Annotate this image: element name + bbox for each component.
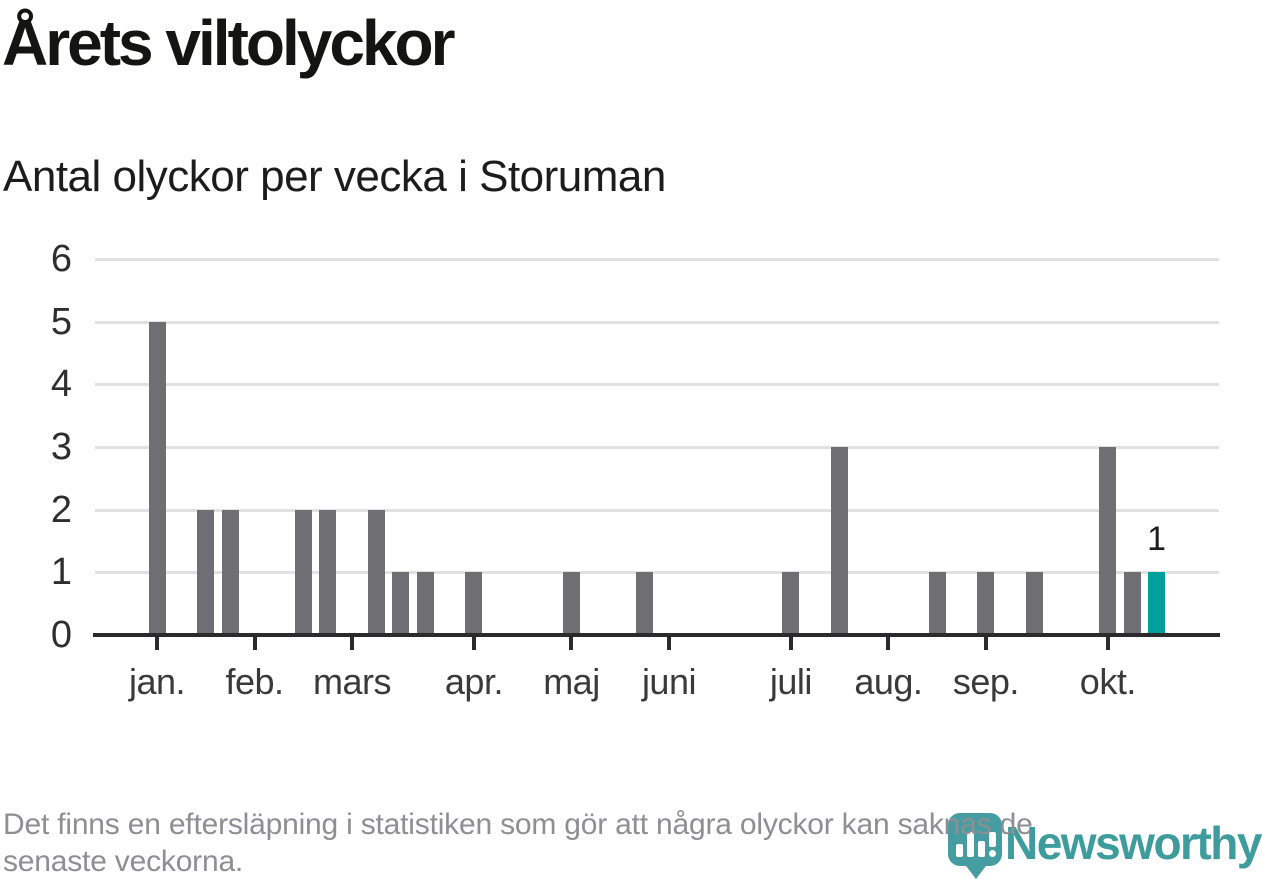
- newsworthy-barchart-badge-icon: [948, 813, 1002, 866]
- bar-week-27: [782, 572, 800, 635]
- gridline-2: [95, 508, 1219, 512]
- month-tick-aug: [886, 637, 891, 650]
- x-axis-line: [93, 633, 1220, 637]
- month-label-sep: sep.: [952, 661, 1020, 702]
- bar-week-10: [367, 509, 385, 635]
- month-tick-juli: [788, 637, 793, 650]
- gridline-5: [95, 320, 1219, 324]
- bar-week-4: [221, 509, 239, 635]
- month-label-maj: maj: [543, 661, 600, 702]
- gridline-4: [95, 383, 1219, 387]
- y-axis-label-3: 3: [50, 426, 72, 468]
- bar-week-12: [416, 572, 434, 635]
- bar-week-14: [465, 572, 483, 635]
- current-week-value-label: 1: [1147, 520, 1167, 558]
- bar-week-1: [148, 321, 166, 635]
- month-tick-feb: [252, 637, 257, 650]
- month-label-mars: mars: [313, 661, 392, 702]
- gridline-6: [95, 258, 1219, 261]
- chart-subtitle: Antal olyckor per vecka i Storuman: [3, 152, 666, 201]
- y-axis-label-2: 2: [50, 488, 72, 531]
- month-label-juli: juli: [769, 661, 813, 702]
- bar-week-8: [319, 509, 337, 635]
- gridline-1: [95, 571, 1219, 575]
- logo-bar-icon: [978, 841, 985, 857]
- y-axis-label-1: 1: [50, 551, 72, 594]
- logo-exclamation-icon: [989, 832, 996, 847]
- y-axis-label-0: 0: [50, 614, 72, 656]
- month-tick-juni: [666, 637, 671, 650]
- bar-week-42-current: [1148, 572, 1166, 635]
- month-label-feb: feb.: [225, 661, 284, 702]
- bar-week-33: [928, 572, 946, 635]
- month-label-aug: aug.: [854, 661, 923, 702]
- bar-week-3: [197, 509, 215, 635]
- y-axis-label-4: 4: [50, 363, 72, 406]
- month-tick-jan: [155, 637, 159, 650]
- gridline-3: [95, 446, 1219, 449]
- bar-week-29: [831, 447, 849, 635]
- month-tick-mars: [350, 637, 355, 650]
- logo-bar-icon: [956, 844, 963, 857]
- newsworthy-wordmark: Newsworthy: [1005, 817, 1262, 869]
- month-label-jan: jan.: [128, 661, 186, 702]
- bar-week-41: [1123, 572, 1141, 635]
- footer-note-line-1: Det finns en eftersläpning i statistiken…: [3, 808, 1033, 841]
- chart-title: Årets viltolyckor: [2, 7, 456, 79]
- logo-bar-icon: [967, 832, 974, 857]
- bar-week-37: [1026, 572, 1044, 635]
- month-label-apr: apr.: [444, 661, 504, 702]
- month-tick-okt: [1105, 637, 1110, 650]
- logo-exclamation-dot-icon: [989, 850, 996, 857]
- bar-week-7: [294, 509, 312, 635]
- month-tick-sep: [983, 637, 988, 650]
- bar-week-35: [977, 572, 995, 635]
- bar-week-11: [392, 572, 410, 635]
- bar-week-18: [562, 572, 580, 635]
- month-tick-maj: [569, 637, 574, 650]
- footer-note: Det finns en eftersläpning i statistiken…: [3, 806, 1033, 879]
- bar-week-40: [1099, 447, 1117, 635]
- y-axis-label-6: 6: [50, 238, 72, 280]
- y-axis-label-5: 5: [50, 300, 72, 343]
- month-tick-apr: [471, 637, 476, 650]
- footer-note-line-2: senaste veckorna.: [3, 845, 244, 878]
- month-label-okt: okt.: [1079, 661, 1137, 702]
- bar-week-21: [636, 572, 654, 635]
- month-label-juni: juni: [641, 661, 697, 702]
- logo-tail-icon: [963, 862, 989, 879]
